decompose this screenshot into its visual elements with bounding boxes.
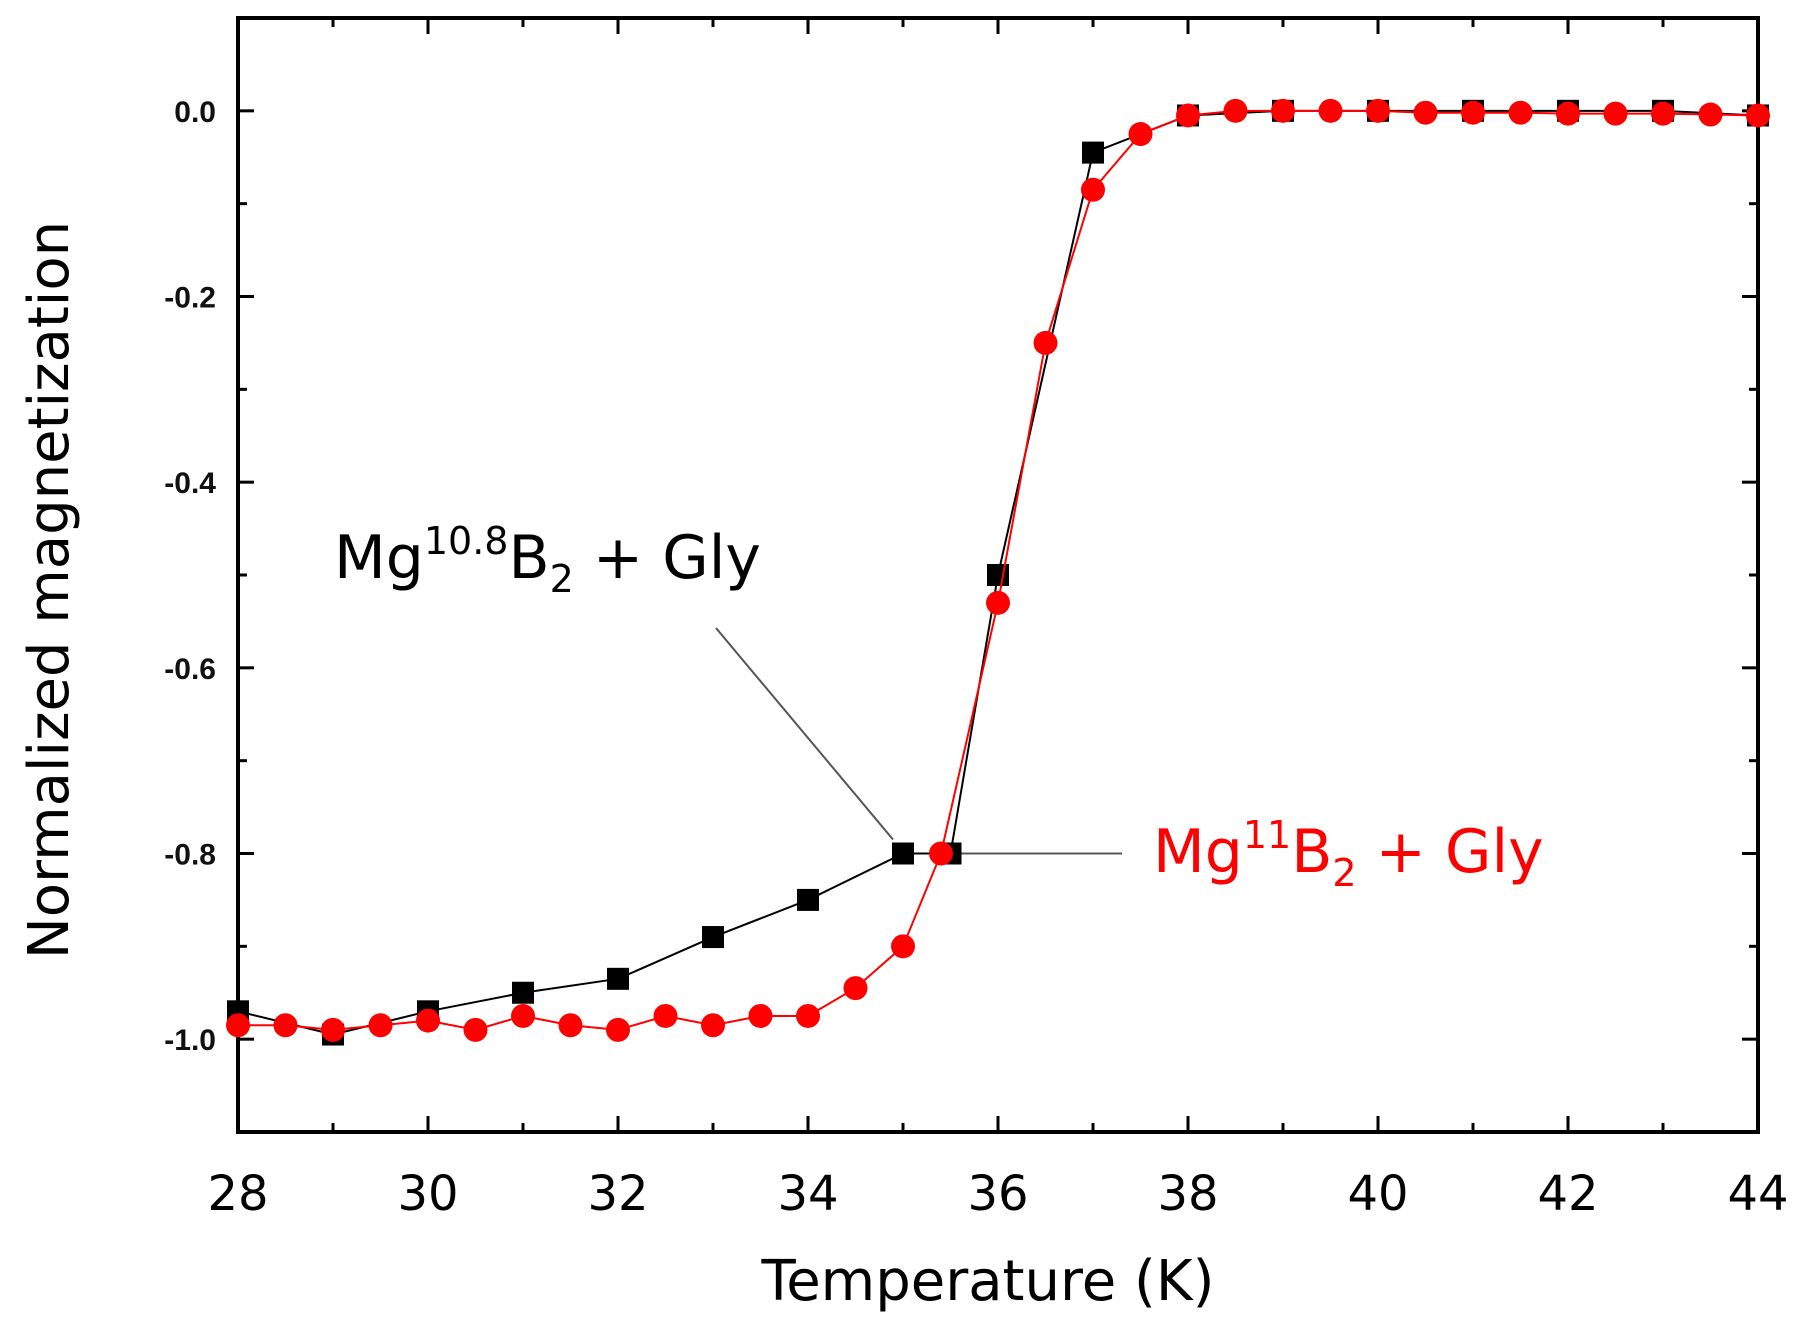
data-point-circle (986, 590, 1010, 615)
data-point-circle (701, 1013, 725, 1038)
data-point-circle (1128, 122, 1153, 147)
data-point-circle (463, 1017, 488, 1042)
data-point-square (892, 842, 914, 865)
x-tick-label: 38 (1157, 1166, 1218, 1222)
x-axis-title: Temperature (K) (761, 1249, 1215, 1314)
series-group (226, 98, 1770, 1046)
x-tick-label: 28 (207, 1166, 268, 1222)
y-tick-label: -0.8 (164, 839, 216, 872)
data-point-square (987, 564, 1009, 586)
data-point-circle (1746, 103, 1770, 128)
data-point-circle (929, 841, 953, 866)
x-tick-label: 30 (397, 1166, 458, 1222)
data-point-circle (558, 1013, 583, 1038)
data-point-circle (1271, 98, 1295, 123)
data-point-circle (1461, 100, 1485, 125)
data-point-circle (1081, 177, 1105, 202)
y-tick-label: 0.0 (174, 96, 216, 129)
axis-ticks-group: 28 30 32 34 36 38 40 42 44 0.0 -0.2 -0.4 -0.6 -0.8 -1.… (164, 16, 1789, 1222)
annotation-label-mg10-8b2: Mg10.8B2 + Gly (334, 519, 761, 601)
data-point-circle (1556, 101, 1580, 126)
data-point-circle (321, 1017, 345, 1042)
y-tick-label: -1.0 (164, 1024, 216, 1057)
data-point-circle (273, 1013, 298, 1038)
annotation-leader-mg10-8b2 (715, 627, 894, 841)
annotation-sub: 2 (550, 557, 574, 601)
data-point-square (797, 888, 819, 911)
data-point-circle (606, 1017, 630, 1042)
annotation-sup: 11 (1243, 813, 1291, 857)
y-tick-label: -0.6 (164, 653, 216, 686)
data-point-circle (1508, 100, 1533, 125)
annotation-base: Mg (334, 523, 424, 593)
data-point-circle (891, 934, 915, 959)
annotation-base: Mg (1153, 817, 1243, 887)
data-point-circle (1318, 98, 1343, 123)
data-point-circle (796, 1003, 820, 1028)
x-tick-label: 34 (777, 1166, 838, 1222)
x-tick-label: 44 (1727, 1166, 1788, 1222)
data-point-circle (226, 1013, 250, 1038)
data-point-circle (368, 1013, 393, 1038)
annotation-mid: B (1291, 817, 1332, 887)
y-axis-title: Normalized magnetization (17, 221, 82, 959)
data-point-square (512, 981, 534, 1004)
data-point-circle (748, 1003, 773, 1028)
data-point-square (702, 926, 724, 949)
data-point-circle (1176, 103, 1200, 128)
y-tick-label: -0.4 (164, 467, 216, 500)
data-point-circle (1413, 100, 1438, 125)
x-tick-label: 40 (1347, 1166, 1408, 1222)
data-point-circle (1033, 330, 1058, 355)
data-point-circle (843, 976, 868, 1001)
annotation-tail: + Gly (1357, 817, 1544, 887)
series-line-0 (237, 109, 1759, 1036)
annotation-label-mg11b2: Mg11B2 + Gly (1153, 813, 1544, 895)
data-point-circle (1223, 98, 1248, 123)
data-point-circle (416, 1008, 440, 1033)
data-point-square (607, 967, 629, 990)
data-point-circle (1651, 101, 1675, 126)
data-point-circle (653, 1003, 678, 1028)
annotation-tail: + Gly (574, 523, 761, 593)
x-tick-label: 42 (1537, 1166, 1598, 1222)
data-point-circle (511, 1003, 535, 1028)
y-tick-label: -0.2 (164, 282, 216, 315)
data-point-circle (1698, 102, 1723, 127)
data-point-square (1082, 141, 1104, 164)
annotation-mid: B (508, 523, 549, 593)
data-point-circle (1603, 101, 1628, 126)
annotation-sup: 10.8 (424, 519, 509, 563)
x-tick-label: 32 (587, 1166, 648, 1222)
annotation-sub: 2 (1332, 851, 1356, 895)
x-tick-label: 36 (967, 1166, 1028, 1222)
annotation-leaders-group (715, 627, 1122, 855)
data-point-circle (1366, 98, 1390, 123)
